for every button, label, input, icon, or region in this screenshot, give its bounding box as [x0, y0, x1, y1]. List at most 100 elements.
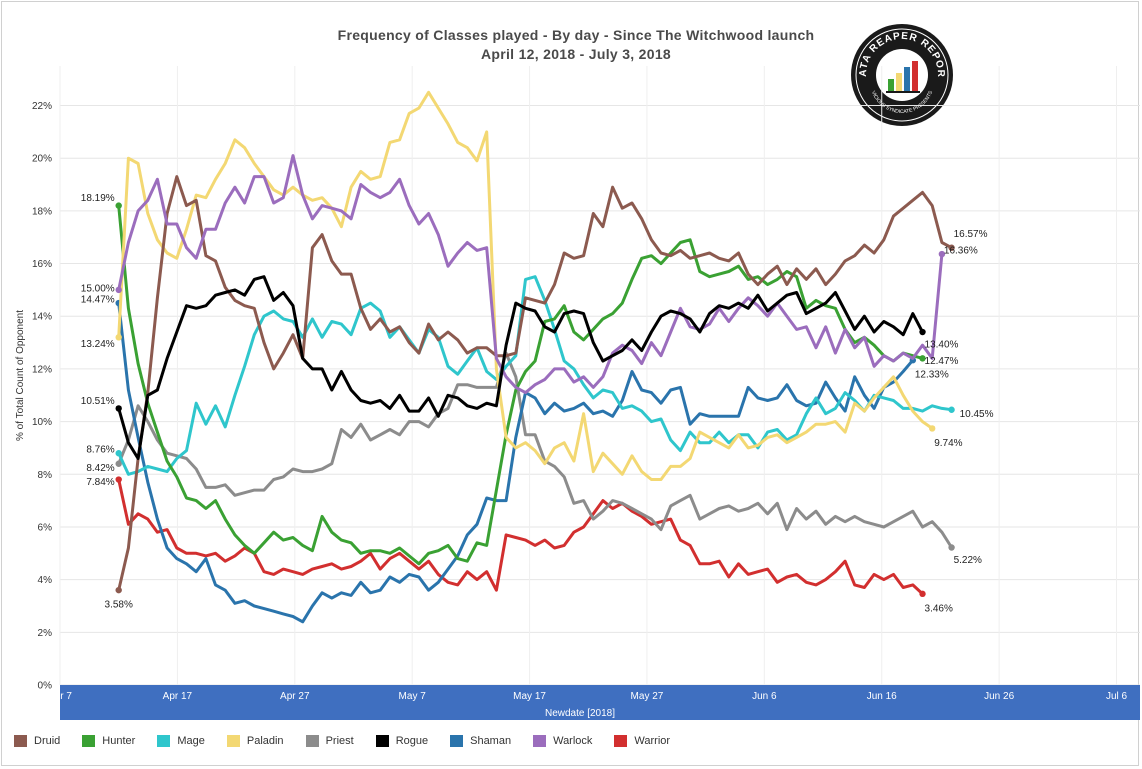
title-line-2: April 12, 2018 - July 3, 2018 — [480, 46, 672, 62]
legend-swatch — [450, 735, 464, 747]
x-tick-label: May 17 — [513, 691, 546, 702]
series-line-warlock — [117, 154, 944, 395]
series-line-hunter — [117, 205, 923, 566]
legend-label: Mage — [177, 735, 205, 747]
series-start-point-warrior — [115, 476, 122, 483]
y-tick-label: 10% — [32, 417, 52, 428]
series-start-point-druid — [115, 586, 122, 594]
end-label-hunter: 12.47% — [925, 356, 959, 367]
end-label-mage: 10.45% — [960, 409, 994, 420]
chart-title: Frequency of Classes played - By day - S… — [0, 26, 1142, 64]
x-tick-label: Apr 17 — [163, 691, 193, 702]
legend-label: Druid — [34, 735, 61, 747]
series-end-point-druid — [948, 244, 955, 251]
end-label-shaman: 12.33% — [915, 370, 949, 381]
y-axis-title: % of Total Count of Opponent — [15, 310, 26, 441]
x-axis: Apr 7 Apr 17 Apr 27 May 7 May 17 May 27 Jun 6 J… — [48, 691, 1127, 702]
series-start-point-mage — [115, 450, 122, 457]
start-label-druid: 3.58% — [105, 600, 133, 611]
legend-item-warrior[interactable]: Warrior — [614, 735, 670, 747]
series-line-mage — [117, 275, 952, 476]
legend-label: Rogue — [395, 735, 429, 747]
legend-item-druid[interactable]: Druid — [14, 735, 60, 747]
legend-swatch — [614, 735, 628, 747]
y-tick-label: 6% — [38, 522, 53, 533]
series-line-paladin — [117, 90, 934, 481]
series-end-point-hunter — [919, 355, 926, 362]
legend-swatch — [305, 735, 319, 747]
end-label-warlock: 16.36% — [944, 246, 978, 257]
legend-item-rogue[interactable]: Rogue — [375, 735, 429, 747]
legend-label: Shaman — [470, 735, 512, 747]
legend-swatch — [82, 735, 96, 747]
legend-item-mage[interactable]: Mage — [157, 735, 205, 747]
series-end-point-priest — [948, 544, 955, 551]
data-labels: 3.58% 16.57% 18.19% 12.47% 8.76% 10.45% 13.24%… — [81, 193, 994, 614]
legend-swatch — [157, 735, 171, 747]
end-label-paladin: 9.74% — [934, 438, 962, 449]
start-label-hunter: 18.19% — [81, 193, 115, 204]
legend-label: Hunter — [102, 735, 136, 747]
y-tick-label: 8% — [38, 470, 53, 481]
start-label-priest: 8.42% — [86, 463, 114, 474]
start-label-mage: 8.76% — [86, 445, 114, 456]
legend-item-priest[interactable]: Priest — [305, 735, 354, 747]
x-tick-label: Jul 6 — [1106, 691, 1128, 702]
end-label-warrior: 3.46% — [925, 603, 953, 614]
legend-item-shaman[interactable]: Shaman — [450, 735, 511, 747]
legend-label: Priest — [325, 735, 354, 747]
legend-item-warlock[interactable]: Warlock — [533, 735, 592, 747]
series-start-point-priest — [115, 460, 122, 467]
series-start-point-warlock — [115, 286, 122, 294]
legend-item-paladin[interactable]: Paladin — [226, 735, 284, 747]
start-label-rogue: 10.51% — [81, 396, 115, 407]
legend-swatch — [14, 735, 27, 747]
x-tick-label: Apr 27 — [280, 691, 310, 702]
series-end-point-mage — [948, 406, 955, 413]
legend-swatch — [226, 735, 240, 747]
series-end-point-warrior — [919, 590, 926, 598]
series-line-priest — [117, 351, 953, 549]
y-tick-label: 2% — [38, 628, 53, 639]
series-start-point-paladin — [115, 334, 122, 341]
end-label-priest: 5.22% — [954, 555, 982, 566]
x-tick-label: Jun 6 — [752, 691, 777, 702]
legend: Druid Hunter Mage Paladin Priest Rogue Shaman W… — [14, 733, 692, 749]
y-tick-label: 20% — [32, 154, 52, 165]
legend-swatch — [533, 735, 547, 747]
legend-label: Warlock — [553, 735, 593, 747]
x-tick-label: May 27 — [631, 691, 664, 702]
y-tick-label: 16% — [32, 259, 52, 270]
y-tick-label: 22% — [32, 101, 52, 112]
end-label-rogue: 13.40% — [925, 340, 959, 351]
y-tick-label: 14% — [32, 312, 52, 323]
x-tick-label: Jun 26 — [984, 691, 1014, 702]
title-line-1: Frequency of Classes played - By day - S… — [337, 27, 815, 43]
series-line-rogue — [117, 275, 924, 460]
start-label-shaman: 14.47% — [81, 295, 115, 306]
x-tick-label: Apr 7 — [48, 691, 72, 702]
legend-swatch — [375, 735, 389, 747]
x-tick-label: Jun 16 — [867, 691, 897, 702]
y-axis: 0% 2% 4% 6% 8% 10% 12% 14% 16% 18% 20% 22% — [32, 101, 52, 691]
bar-chart-icon — [886, 61, 920, 93]
series-line-druid — [117, 175, 953, 591]
series-end-point-rogue — [919, 328, 926, 336]
series-line-shaman — [117, 302, 914, 624]
x-axis-band — [60, 685, 1140, 720]
start-label-warrior: 7.84% — [86, 477, 114, 488]
x-axis-title: Newdate [2018] — [545, 708, 615, 719]
start-label-paladin: 13.24% — [81, 339, 115, 350]
y-tick-label: 18% — [32, 206, 52, 217]
y-tick-label: 0% — [38, 681, 53, 692]
legend-item-hunter[interactable]: Hunter — [82, 735, 135, 747]
series-end-point-warlock — [938, 250, 946, 258]
y-tick-label: 12% — [32, 364, 52, 375]
y-tick-label: 4% — [38, 575, 53, 586]
start-label-warlock: 15.00% — [81, 283, 115, 294]
series-start-point-hunter — [115, 202, 122, 209]
series-start-point-rogue — [115, 405, 122, 412]
